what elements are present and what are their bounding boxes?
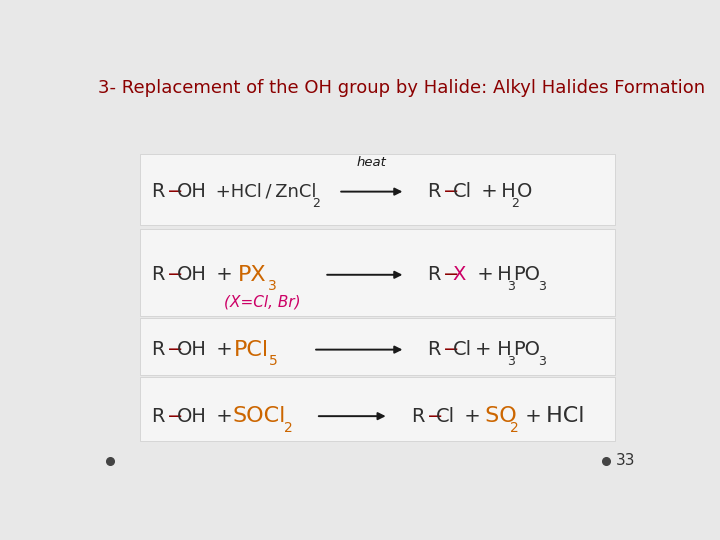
Text: H: H <box>495 182 516 201</box>
Text: PCl: PCl <box>234 340 269 360</box>
Text: HCl: HCl <box>539 406 584 426</box>
Text: +: + <box>475 340 492 359</box>
Text: OH: OH <box>176 340 207 359</box>
Text: Cl: Cl <box>453 340 472 359</box>
Text: +: + <box>518 407 541 426</box>
Text: H: H <box>490 340 511 359</box>
Text: R: R <box>428 182 441 201</box>
Text: PO: PO <box>513 265 540 284</box>
Text: 33: 33 <box>616 453 636 468</box>
Text: R: R <box>151 265 165 284</box>
Text: −: − <box>167 407 184 426</box>
Text: R: R <box>151 340 165 359</box>
Text: +: + <box>471 265 493 284</box>
Text: 3: 3 <box>538 355 546 368</box>
Text: R: R <box>411 407 424 426</box>
Text: 2: 2 <box>284 421 293 435</box>
Text: 2: 2 <box>312 197 320 210</box>
Text: R: R <box>428 265 441 284</box>
Text: Cl: Cl <box>453 182 472 201</box>
Text: R: R <box>151 407 165 426</box>
Text: +: + <box>210 407 233 426</box>
Text: −: − <box>167 182 184 201</box>
Text: (X=Cl, Br): (X=Cl, Br) <box>224 294 300 309</box>
Text: R: R <box>428 340 441 359</box>
Text: O: O <box>517 182 532 201</box>
Text: 2: 2 <box>510 421 518 435</box>
Text: SOCl: SOCl <box>233 406 286 426</box>
Text: 2: 2 <box>510 197 518 210</box>
Text: 3: 3 <box>507 355 515 368</box>
Text: 5: 5 <box>269 354 277 368</box>
Text: +: + <box>475 182 498 201</box>
FancyBboxPatch shape <box>140 377 615 441</box>
Text: 3: 3 <box>267 279 276 293</box>
Text: +: + <box>459 407 481 426</box>
Text: heat: heat <box>357 156 387 168</box>
Text: 3- Replacement of the OH group by Halide: Alkyl Halides Formation: 3- Replacement of the OH group by Halide… <box>99 79 706 97</box>
Text: X: X <box>453 265 466 284</box>
FancyBboxPatch shape <box>140 319 615 375</box>
Text: OH: OH <box>176 407 207 426</box>
Text: R: R <box>151 182 165 201</box>
Text: 3: 3 <box>507 280 515 293</box>
Text: +HCl / ZnCl: +HCl / ZnCl <box>210 183 317 201</box>
Text: −: − <box>167 340 184 359</box>
Text: PX: PX <box>238 265 266 285</box>
Text: −: − <box>167 265 184 284</box>
Text: −: − <box>444 265 459 284</box>
Text: +: + <box>210 340 233 359</box>
Text: Cl: Cl <box>436 407 455 426</box>
Text: OH: OH <box>176 265 207 284</box>
FancyBboxPatch shape <box>140 154 615 225</box>
Text: −: − <box>444 340 459 359</box>
Text: −: − <box>444 182 459 201</box>
FancyBboxPatch shape <box>140 229 615 316</box>
Text: +: + <box>210 265 233 284</box>
Text: H: H <box>490 265 511 284</box>
Text: OH: OH <box>176 182 207 201</box>
Text: PO: PO <box>513 340 540 359</box>
Text: SO: SO <box>478 406 516 426</box>
Text: 3: 3 <box>538 280 546 293</box>
Text: −: − <box>426 407 443 426</box>
